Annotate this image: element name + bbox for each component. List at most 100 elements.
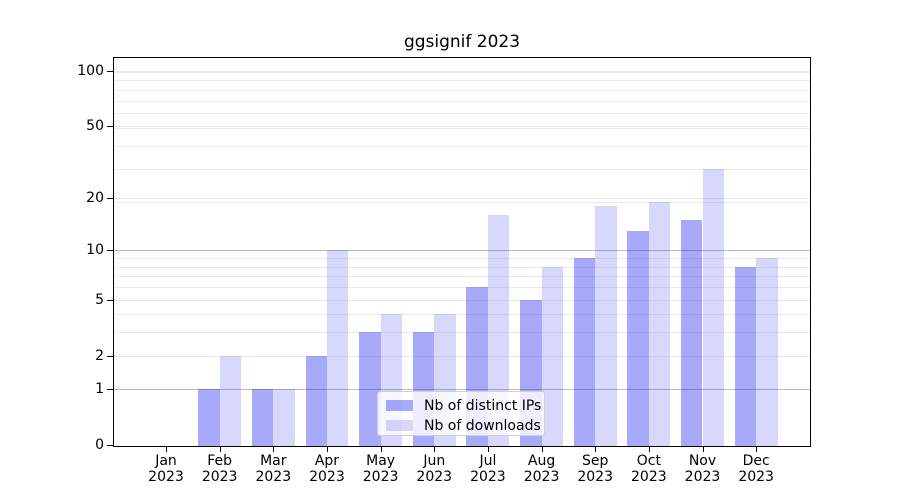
bar-ips-feb	[198, 388, 220, 446]
x-tick-label-year: 2023	[309, 469, 345, 485]
bar-downloads-mar	[273, 388, 295, 446]
bar-downloads-sep	[595, 206, 617, 446]
y-tick	[107, 444, 114, 446]
x-tick-label: May 2023	[349, 453, 413, 485]
x-tick	[273, 447, 275, 452]
bar-downloads-dec	[756, 258, 778, 446]
gridline-minor	[114, 126, 810, 128]
gridline-minor	[114, 287, 810, 289]
x-tick-label-year: 2023	[577, 469, 613, 485]
x-tick-label: Jul 2023	[456, 453, 520, 485]
gridline-minor	[114, 299, 810, 301]
x-tick-label-month: Jun	[423, 453, 446, 469]
x-tick	[326, 447, 328, 452]
bar-downloads-aug	[541, 266, 563, 446]
gridline-major	[114, 388, 810, 390]
x-tick-label: Oct 2023	[617, 453, 681, 485]
gridline-minor	[114, 127, 810, 129]
gridline-minor	[114, 314, 810, 316]
y-tick-label: 10	[86, 242, 104, 259]
x-tick-label: Sep 2023	[563, 453, 627, 485]
gridline-minor	[114, 145, 810, 147]
gridline-minor	[114, 70, 810, 72]
bar-downloads-apr	[326, 250, 349, 446]
x-tick-label-year: 2023	[470, 469, 506, 485]
gridline-minor	[114, 355, 810, 357]
y-tick	[107, 250, 114, 252]
bar-downloads-nov	[702, 169, 724, 446]
gridline-major	[114, 250, 810, 252]
x-tick-label: Apr 2023	[295, 453, 359, 485]
bar-ips-dec	[734, 266, 757, 446]
y-tick-label: 0	[95, 436, 104, 453]
plot-area	[114, 58, 810, 446]
bar-downloads-feb	[219, 355, 242, 446]
x-tick	[219, 447, 221, 452]
legend-item-downloads: Nb of downloads	[386, 417, 544, 434]
bar-ips-mar	[251, 388, 274, 446]
x-tick-label-month: Dec	[742, 453, 770, 469]
x-tick-label: Nov 2023	[671, 453, 735, 485]
x-tick	[166, 447, 167, 452]
y-tick-label: 5	[95, 291, 104, 308]
chart-title: ggsignif 2023	[403, 32, 521, 52]
x-tick-label-month: May	[366, 453, 396, 469]
gridline-minor	[114, 169, 810, 171]
y-tick-label: 2	[95, 347, 104, 364]
gridline-minor	[114, 332, 810, 334]
x-tick-label-year: 2023	[523, 469, 560, 485]
x-tick	[434, 447, 436, 452]
x-tick-label-year: 2023	[255, 469, 292, 485]
x-tick	[756, 447, 758, 452]
gridline-minor	[114, 276, 810, 278]
legend-swatch-distinct-ips	[386, 400, 413, 411]
x-tick	[487, 447, 489, 452]
x-tick-label: Jun 2023	[402, 453, 466, 485]
gridline-minor	[114, 89, 810, 91]
gridline-minor	[114, 100, 810, 102]
x-tick-label-year: 2023	[148, 469, 184, 485]
y-tick-label: 20	[86, 190, 104, 207]
y-tick-label: 1	[95, 380, 104, 397]
x-tick-label-month: Nov	[688, 453, 717, 469]
y-tick	[107, 70, 114, 72]
bar-downloads-oct	[648, 202, 671, 446]
y-tick-label: 100	[77, 62, 104, 79]
legend-label-distinct-ips: Nb of distinct IPs	[424, 397, 542, 414]
gridline-minor	[114, 202, 810, 204]
x-tick	[595, 447, 597, 452]
x-tick-label-month: Jul	[479, 453, 497, 469]
legend: Nb of distinct IPs Nb of downloads	[377, 391, 545, 436]
y-tick	[107, 355, 114, 357]
x-tick-label-month: Apr	[314, 453, 340, 469]
x-tick-label-year: 2023	[684, 469, 721, 485]
x-tick-label-year: 2023	[631, 469, 667, 485]
bar-ips-nov	[681, 220, 703, 446]
y-tick	[107, 198, 114, 200]
x-tick-label-year: 2023	[416, 469, 453, 485]
x-tick-label-year: 2023	[738, 469, 774, 485]
bar-ips-sep	[573, 258, 596, 446]
x-tick	[541, 447, 543, 452]
bar-ips-oct	[627, 230, 649, 446]
y-tick-label: 50	[86, 118, 104, 135]
x-tick-label: Jan 2023	[134, 453, 198, 485]
x-tick-label-month: Jan	[155, 453, 177, 469]
gridline-minor	[114, 71, 810, 73]
y-tick	[107, 126, 114, 128]
x-tick-label: Dec 2023	[724, 453, 788, 485]
y-tick	[107, 299, 114, 301]
gridline-minor	[114, 80, 810, 82]
gridline-minor	[114, 198, 810, 200]
x-tick-label-year: 2023	[362, 469, 399, 485]
x-tick-label-month: Sep	[581, 453, 609, 469]
gridline-minor	[114, 266, 810, 268]
gridline-minor	[114, 258, 810, 260]
bar-ips-apr	[305, 355, 327, 446]
legend-item-distinct-ips: Nb of distinct IPs	[386, 397, 544, 414]
x-tick-label: Feb 2023	[188, 453, 252, 485]
legend-swatch-downloads	[386, 420, 413, 431]
legend-label-downloads: Nb of downloads	[424, 417, 541, 434]
x-tick	[648, 447, 650, 452]
